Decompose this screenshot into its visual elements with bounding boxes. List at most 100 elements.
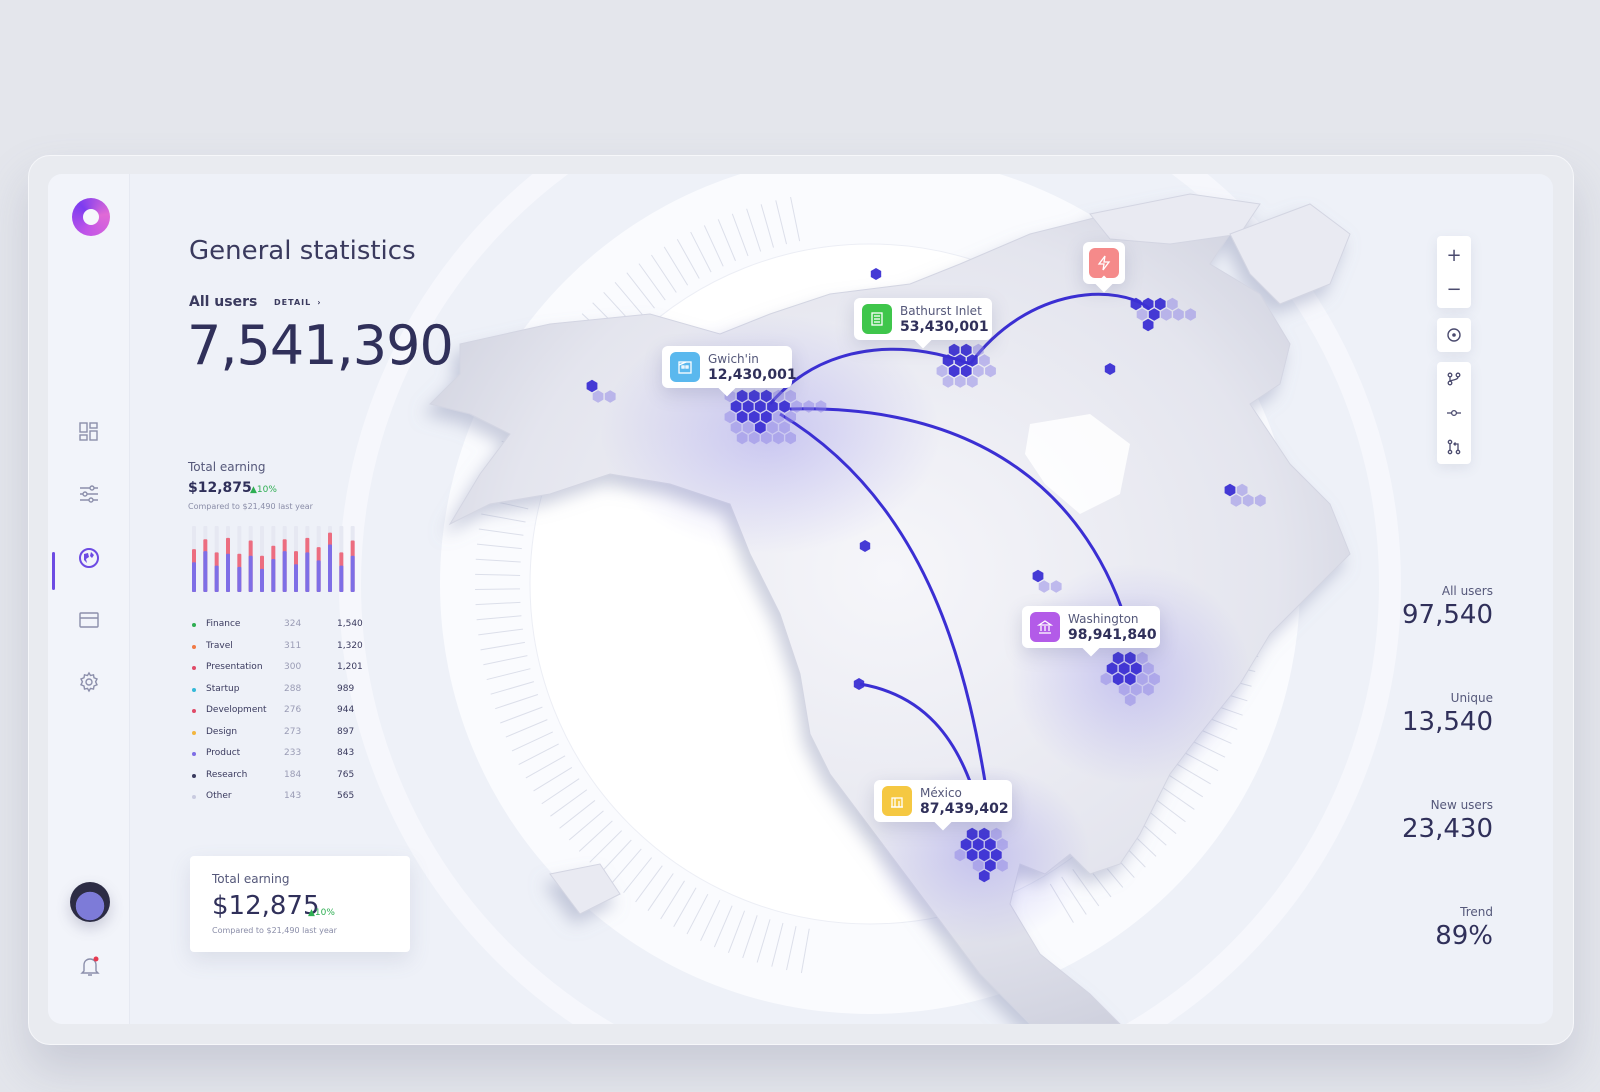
- hex-cell: [1143, 662, 1154, 675]
- hex-cell: [997, 838, 1008, 851]
- earning-card[interactable]: Total earning $12,875 ▲10% Compared to $…: [190, 856, 410, 952]
- nav-active-indicator: [52, 552, 55, 590]
- ring-outer: [339, 174, 1401, 1024]
- ring-tick: [483, 655, 528, 666]
- card-label: Total earning: [212, 872, 290, 886]
- ring-tick: [478, 628, 523, 636]
- category-dot: [192, 730, 196, 735]
- bell-icon[interactable]: [78, 954, 102, 978]
- hex-cell: [1032, 569, 1044, 583]
- ring-tick: [500, 706, 543, 724]
- callout-value: 87,439,402: [920, 801, 1009, 817]
- logo[interactable]: [72, 198, 110, 236]
- hex-cell: [773, 410, 784, 424]
- hex-cell: [1142, 297, 1154, 311]
- hex-cell: [966, 354, 978, 367]
- callout-bathurst-inlet[interactable]: Bathurst Inlet 53,430,001: [854, 298, 992, 340]
- route-controls: [1437, 362, 1471, 464]
- target-button[interactable]: [1437, 318, 1471, 352]
- hex-cell: [859, 540, 871, 552]
- ring-tick: [727, 910, 746, 953]
- category-table: Finance 324 1,540 Travel 311 1,320 Presentatio…: [192, 618, 372, 812]
- hex-cell: [960, 838, 972, 851]
- ring-tick: [475, 558, 521, 563]
- category-name: Startup: [206, 683, 240, 694]
- hex-cell: [997, 859, 1008, 872]
- pull-request-button[interactable]: [1437, 430, 1471, 464]
- callout-gwichin[interactable]: Gwich'in 12,430,001: [662, 346, 797, 388]
- ring-tick: [713, 905, 733, 948]
- island: [549, 863, 621, 915]
- hex-cell: [954, 848, 966, 862]
- hex-cell: [966, 375, 978, 388]
- gear-icon[interactable]: [77, 670, 101, 694]
- ring-tick: [486, 668, 531, 681]
- hex-cell: [948, 343, 960, 357]
- earning-growth-value: 10%: [256, 485, 277, 495]
- category-total: 765: [337, 769, 355, 780]
- table-row[interactable]: Startup 288 989: [192, 683, 372, 705]
- callout-alert[interactable]: [1083, 242, 1125, 284]
- table-row[interactable]: Other 143 565: [192, 790, 372, 812]
- table-row[interactable]: Finance 324 1,540: [192, 618, 372, 640]
- table-row[interactable]: Presentation 300 1,201: [192, 661, 372, 683]
- table-row[interactable]: Development 276 944: [192, 704, 372, 726]
- zoom-out-button[interactable]: −: [1446, 278, 1462, 300]
- hex-cell: [779, 400, 790, 413]
- hex-cell: [779, 421, 790, 434]
- commit-button[interactable]: [1437, 396, 1471, 430]
- callout-name: México: [920, 786, 962, 800]
- category-total: 897: [337, 726, 355, 737]
- branch-button[interactable]: [1437, 362, 1471, 396]
- zoom-in-button[interactable]: +: [1446, 244, 1462, 266]
- arc-gwichin-washington: [789, 407, 1132, 635]
- table-row[interactable]: Design 273 897: [192, 726, 372, 748]
- ring-tick: [790, 196, 801, 242]
- hex-cell: [1124, 672, 1136, 686]
- hex-cell: [954, 354, 966, 367]
- hex-cell: [724, 410, 736, 424]
- callout-mexico[interactable]: México 87,439,402: [874, 780, 1012, 822]
- dashboard-icon[interactable]: [77, 420, 101, 444]
- hex-cell: [586, 379, 598, 393]
- earning-value: $12,875: [188, 480, 252, 496]
- hex-cell: [1124, 651, 1136, 665]
- bar-primary: [214, 565, 219, 592]
- hex-cell: [1242, 494, 1254, 507]
- hex-cell: [791, 400, 803, 413]
- hex-cell: [730, 400, 742, 413]
- commit-icon: [1447, 409, 1461, 417]
- callout-washington[interactable]: Washington 98,941,840: [1022, 606, 1160, 648]
- bar-primary: [237, 566, 242, 592]
- stat-value: 89%: [1435, 921, 1493, 951]
- all-users-label: All users: [189, 294, 258, 310]
- hex-cell: [966, 848, 978, 862]
- detail-link[interactable]: DETAIL ›: [274, 298, 322, 307]
- table-row[interactable]: Research 184 765: [192, 769, 372, 791]
- hex-cell: [1124, 693, 1136, 707]
- hex-cell: [1130, 683, 1142, 696]
- avatar[interactable]: [70, 882, 110, 922]
- bolt-icon: [1089, 248, 1119, 278]
- globe-icon[interactable]: [77, 546, 101, 570]
- card-icon[interactable]: [77, 608, 101, 632]
- ring-tick: [786, 925, 797, 971]
- ring-tick: [623, 857, 653, 894]
- earning-compare: Compared to $21,490 last year: [188, 502, 313, 511]
- bar-primary: [248, 555, 253, 592]
- hex-cell: [736, 389, 748, 403]
- pull-request-icon: [1447, 439, 1461, 455]
- category-dot: [192, 623, 196, 627]
- table-row[interactable]: Travel 311 1,320: [192, 640, 372, 662]
- ring-tick: [650, 254, 677, 293]
- ring-tick: [647, 873, 674, 911]
- ring-tick: [481, 513, 526, 523]
- ring-tick: [700, 899, 721, 942]
- hex-cell: [748, 389, 760, 403]
- table-row[interactable]: Product 233 843: [192, 747, 372, 769]
- hex-cell: [960, 364, 972, 378]
- category-total: 1,201: [337, 662, 363, 672]
- callout-value: 12,430,001: [708, 367, 797, 383]
- category-name: Presentation: [206, 662, 263, 672]
- sliders-icon[interactable]: [77, 482, 101, 506]
